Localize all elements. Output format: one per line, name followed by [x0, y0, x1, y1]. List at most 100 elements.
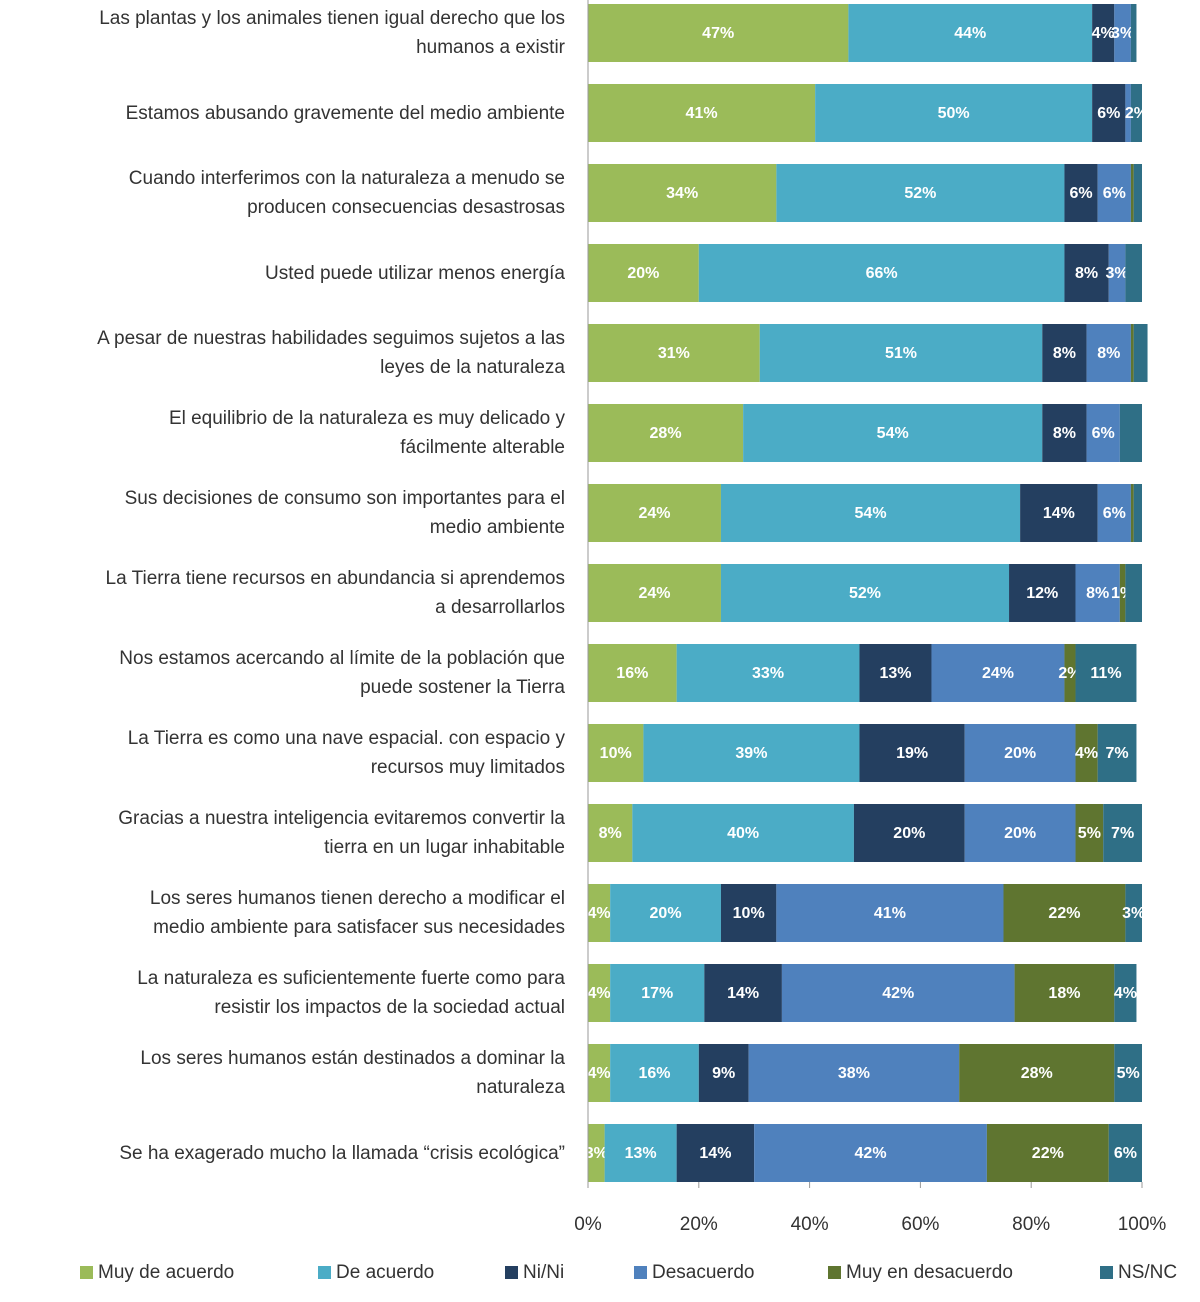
bar-segment: [1130, 4, 1137, 62]
category-label: Los seres humanos tienen derecho a modif…: [149, 888, 565, 938]
bar-segment: [964, 724, 1076, 782]
x-tick-label: 20%: [680, 1214, 718, 1235]
value-label: 42%: [855, 1145, 887, 1162]
category-label: Usted puede utilizar menos energía: [265, 262, 565, 284]
category-label: Estamos abusando gravemente del medio am…: [125, 102, 565, 124]
bar-segment: [1064, 164, 1098, 222]
value-label: 6%: [1097, 105, 1120, 122]
value-label: 10%: [733, 905, 765, 922]
value-label: 24%: [638, 505, 670, 522]
value-label: 6%: [1092, 425, 1115, 442]
value-label: 22%: [1048, 905, 1080, 922]
bar-segment: [1097, 724, 1137, 782]
bar-segment: [1042, 324, 1087, 382]
bar-segment: [720, 564, 1010, 622]
category-label: Gracias a nuestra inteligencia evitaremo…: [118, 808, 565, 858]
value-label: 20%: [1004, 745, 1036, 762]
value-label: 24%: [982, 665, 1014, 682]
bar-segment: [588, 1124, 605, 1182]
bar-segment: [743, 404, 1043, 462]
category-label: Se ha exagerado mucho la llamada “crisis…: [119, 1142, 565, 1164]
legend-swatch: [505, 1266, 518, 1279]
value-label: 52%: [849, 585, 881, 602]
value-label: 44%: [954, 25, 986, 42]
bar-segment: [1086, 324, 1131, 382]
value-label: 4%: [1114, 985, 1137, 1002]
category-label: El equilibrio de la naturaleza es muy de…: [168, 408, 565, 458]
value-label: 12%: [1026, 585, 1058, 602]
bar-segment: [1097, 164, 1131, 222]
bar-segment: [588, 404, 744, 462]
x-tick-label: 100%: [1118, 1214, 1167, 1235]
value-label: 18%: [1048, 985, 1080, 1002]
bar-segment: [604, 1124, 677, 1182]
value-label: 2%: [1125, 105, 1148, 122]
value-label: 20%: [627, 265, 659, 282]
value-label: 20%: [893, 825, 925, 842]
bar-segment: [1133, 324, 1148, 382]
value-label: 4%: [1092, 25, 1115, 42]
bar-segment: [588, 84, 816, 142]
value-label: 8%: [599, 825, 622, 842]
bar-segment: [781, 964, 1015, 1022]
value-label: 7%: [1106, 745, 1129, 762]
category-label: La Tierra es como una nave espacial. con…: [127, 728, 565, 778]
value-label: 54%: [877, 425, 909, 442]
bar-segment: [759, 324, 1043, 382]
bar-segment: [1075, 644, 1137, 702]
value-label: 4%: [588, 905, 611, 922]
value-label: 11%: [1090, 665, 1121, 682]
bar-segment: [698, 1044, 749, 1102]
bar-segment: [1133, 484, 1142, 542]
value-label: 8%: [1086, 585, 1109, 602]
bar-segment: [1092, 4, 1115, 62]
x-tick-label: 80%: [1012, 1214, 1050, 1235]
bar-segment: [1114, 964, 1137, 1022]
bar-segment: [610, 1044, 699, 1102]
value-label: 24%: [638, 585, 670, 602]
bar-segment: [859, 644, 932, 702]
bar-segment: [1114, 4, 1131, 62]
bar-segment: [698, 244, 1065, 302]
bar-segment: [588, 484, 721, 542]
value-label: 34%: [666, 185, 698, 202]
value-label: 54%: [855, 505, 887, 522]
category-label: Sus decisiones de consumo son importante…: [124, 488, 565, 538]
value-label: 3%: [585, 1145, 608, 1162]
bar-segment: [959, 1044, 1115, 1102]
x-tick-label: 60%: [901, 1214, 939, 1235]
bar-segment: [610, 884, 721, 942]
value-label: 6%: [1069, 185, 1092, 202]
value-label: 19%: [896, 745, 928, 762]
value-label: 47%: [702, 25, 734, 42]
value-label: 20%: [1004, 825, 1036, 842]
bar-segment: [1097, 484, 1131, 542]
value-label: 38%: [838, 1065, 870, 1082]
bar-segment: [1125, 84, 1131, 142]
bar-segment: [676, 644, 860, 702]
bar-segment: [1075, 564, 1120, 622]
bar-segment: [1064, 244, 1109, 302]
bar-segment: [1130, 164, 1134, 222]
bar-segment: [588, 564, 721, 622]
bar-segment: [704, 964, 782, 1022]
bar-segment: [1108, 244, 1126, 302]
value-label: 13%: [879, 665, 911, 682]
bar-segment: [1130, 324, 1134, 382]
category-label: Nos estamos acercando al límite de la po…: [119, 648, 565, 698]
value-label: 22%: [1032, 1145, 1064, 1162]
value-label: 4%: [588, 985, 611, 1002]
value-label: 3%: [1111, 25, 1134, 42]
bar-segment: [1125, 244, 1142, 302]
legend-swatch: [1100, 1266, 1113, 1279]
bar-segment: [1125, 564, 1142, 622]
bar-segment: [1003, 884, 1126, 942]
bar-segment: [1108, 1124, 1142, 1182]
legend-label: Desacuerdo: [652, 1262, 754, 1283]
legend-swatch: [634, 1266, 647, 1279]
bar-segment: [853, 804, 965, 862]
bar-segment: [859, 724, 965, 782]
bar-segment: [1125, 884, 1142, 942]
bar-segment: [1009, 564, 1076, 622]
